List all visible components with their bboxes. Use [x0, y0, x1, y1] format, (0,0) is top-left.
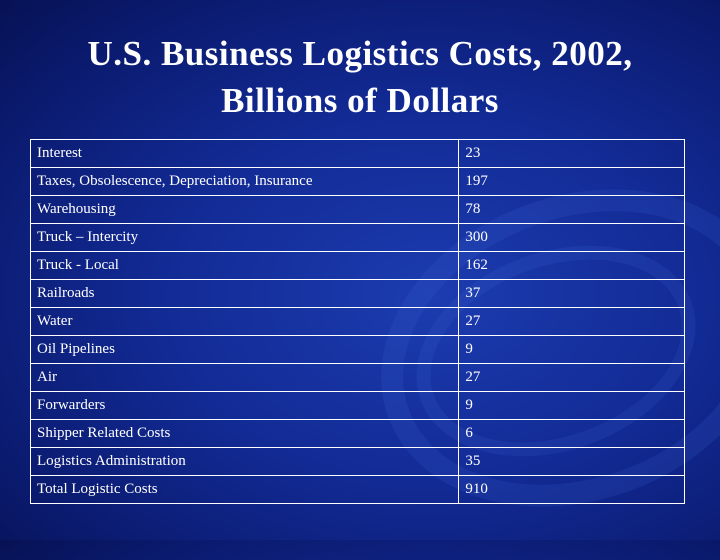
row-label: Warehousing	[29, 195, 460, 224]
row-value: 9	[458, 391, 685, 420]
row-value: 37	[458, 279, 685, 308]
row-value: 910	[458, 475, 685, 504]
table-row: Interest 23	[29, 139, 685, 168]
row-label: Truck – Intercity	[29, 223, 460, 252]
row-value: 197	[458, 167, 685, 196]
row-label: Taxes, Obsolescence, Depreciation, Insur…	[29, 167, 460, 196]
row-value: 27	[458, 307, 685, 336]
table-row: Taxes, Obsolescence, Depreciation, Insur…	[29, 167, 685, 196]
row-value: 162	[458, 251, 685, 280]
row-label: Shipper Related Costs	[29, 419, 460, 448]
row-label: Railroads	[29, 279, 460, 308]
row-label: Air	[29, 363, 460, 392]
table-row: Air 27	[29, 363, 685, 392]
table-row: Oil Pipelines 9	[29, 335, 685, 364]
table-row: Truck - Local 162	[29, 251, 685, 280]
table-row: Water 27	[29, 307, 685, 336]
slide-title: U.S. Business Logistics Costs, 2002, Bil…	[0, 30, 720, 124]
row-value: 9	[458, 335, 685, 364]
row-value: 23	[458, 139, 685, 168]
slide-title-line-1: U.S. Business Logistics Costs, 2002,	[87, 34, 633, 73]
row-label: Water	[29, 307, 460, 336]
table-row: Forwarders 9	[29, 391, 685, 420]
row-value: 6	[458, 419, 685, 448]
row-value: 300	[458, 223, 685, 252]
row-label: Interest	[29, 139, 460, 168]
table-row: Railroads 37	[29, 279, 685, 308]
table-row: Warehousing 78	[29, 195, 685, 224]
row-value: 27	[458, 363, 685, 392]
table-row-total: Total Logistic Costs 910	[29, 475, 685, 504]
row-label: Forwarders	[29, 391, 460, 420]
slide-title-line-2: Billions of Dollars	[221, 81, 499, 120]
row-label: Oil Pipelines	[29, 335, 460, 364]
row-value: 78	[458, 195, 685, 224]
table-row: Shipper Related Costs 6	[29, 419, 685, 448]
row-label: Truck - Local	[29, 251, 460, 280]
row-label: Logistics Administration	[29, 447, 460, 476]
row-value: 35	[458, 447, 685, 476]
table-row: Truck – Intercity 300	[29, 223, 685, 252]
logistics-costs-table: Interest 23 Taxes, Obsolescence, Depreci…	[29, 139, 685, 504]
row-label: Total Logistic Costs	[29, 475, 460, 504]
table-row: Logistics Administration 35	[29, 447, 685, 476]
